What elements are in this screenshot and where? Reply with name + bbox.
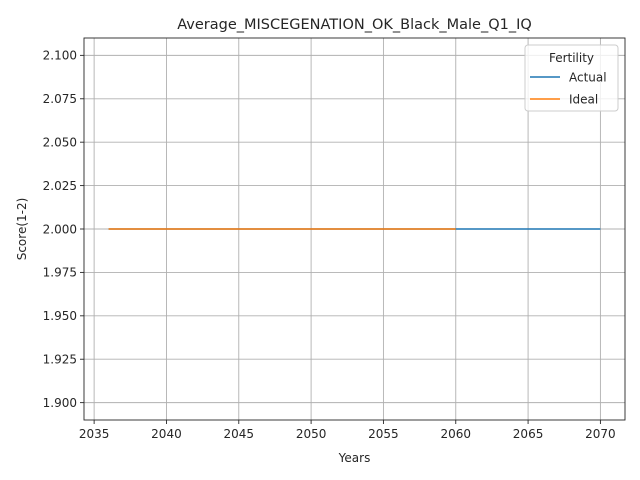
legend-box xyxy=(524,44,619,112)
x-tick-label: 2035 xyxy=(79,427,110,441)
x-tick-label: 2055 xyxy=(368,427,399,441)
y-tick-label: 2.100 xyxy=(43,49,77,63)
x-tick-label: 2045 xyxy=(224,427,255,441)
y-tick-label: 1.975 xyxy=(43,266,77,280)
legend-label-ideal: Ideal xyxy=(569,93,598,107)
x-tick-label: 2065 xyxy=(513,427,544,441)
y-tick-label: 1.925 xyxy=(43,353,77,367)
y-tick-label: 2.050 xyxy=(43,135,77,149)
y-axis-label: Score(1-2) xyxy=(15,198,29,261)
legend-label-actual: Actual xyxy=(569,71,607,85)
axis-ticks: 2035 2040 2045 2050 2055 2060 2065 2070 1.900 1.9… xyxy=(43,49,616,441)
legend-title: Fertility xyxy=(549,51,594,65)
x-tick-label: 2050 xyxy=(296,427,327,441)
y-tick-label: 2.000 xyxy=(43,222,77,236)
x-tick-label: 2070 xyxy=(585,427,616,441)
chart-title: Average_MISCEGENATION_OK_Black_Male_Q1_I… xyxy=(177,17,532,33)
x-tick-label: 2040 xyxy=(151,427,182,441)
y-tick-label: 2.025 xyxy=(43,179,77,193)
legend: Fertility Actual Ideal xyxy=(524,44,619,112)
y-tick-label: 1.950 xyxy=(43,309,77,323)
y-tick-label: 1.900 xyxy=(43,396,77,410)
x-tick-label: 2060 xyxy=(440,427,471,441)
x-axis-label: Years xyxy=(338,451,371,465)
y-tick-label: 2.075 xyxy=(43,92,77,106)
